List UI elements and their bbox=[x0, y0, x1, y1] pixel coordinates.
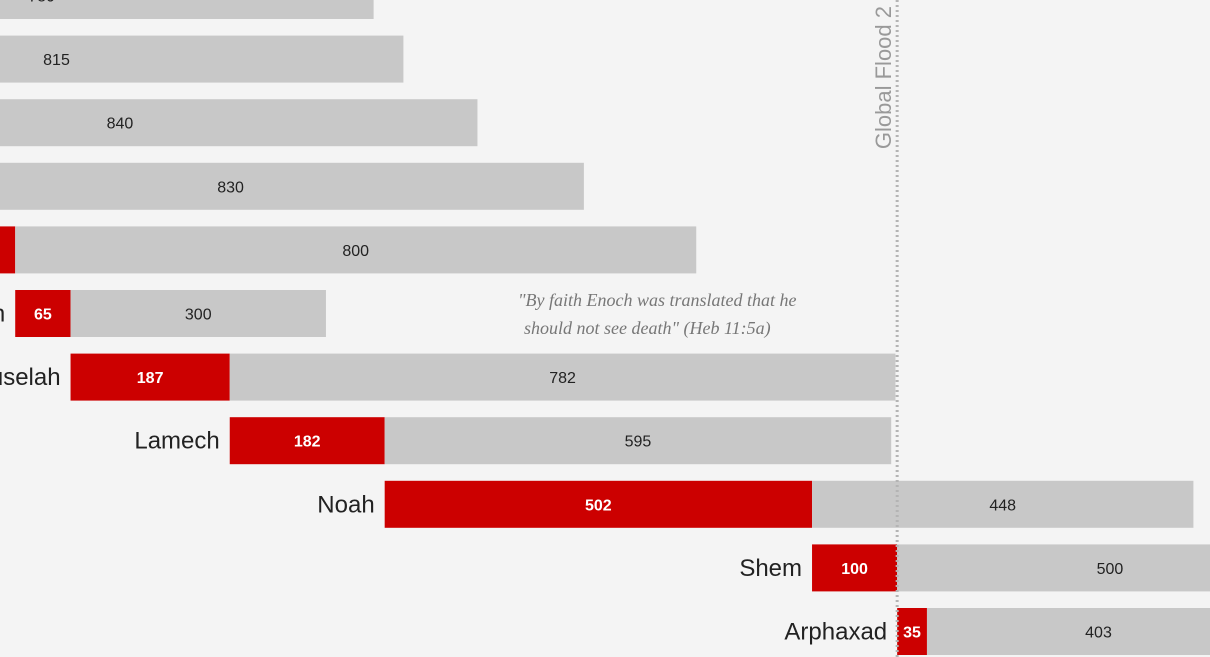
row-name-label: Enoch bbox=[0, 301, 5, 328]
before-child-label: 502 bbox=[585, 497, 612, 514]
after-child-label: 780 bbox=[28, 0, 55, 6]
after-child-label: 595 bbox=[625, 434, 652, 451]
after-child-label: 448 bbox=[989, 497, 1016, 514]
after-child-bar bbox=[926, 608, 1210, 655]
row-name-label: Methuselah bbox=[0, 364, 61, 391]
before-child-bar bbox=[229, 417, 385, 465]
before-child-bar bbox=[812, 544, 898, 592]
after-child-bar bbox=[0, 162, 584, 210]
row-name-label: Lamech bbox=[134, 428, 219, 455]
annotation-line-2: should not see death" (Heb 11:5a) bbox=[524, 318, 771, 339]
before-child-label: 65 bbox=[34, 307, 52, 324]
row-name-label: Noah bbox=[317, 491, 374, 518]
flood-marker-label: Global Flood 2 bbox=[871, 6, 896, 149]
after-child-label: 815 bbox=[43, 52, 70, 69]
after-child-bar bbox=[812, 480, 1194, 528]
after-child-bar bbox=[0, 0, 374, 19]
before-child-label: 100 bbox=[841, 561, 868, 578]
before-child-label: 187 bbox=[137, 370, 164, 387]
after-child-bar bbox=[0, 99, 478, 147]
after-child-label: 403 bbox=[1085, 625, 1112, 642]
enoch-annotation: "By faith Enoch was translated that he s… bbox=[518, 290, 797, 339]
after-child-label: 782 bbox=[549, 370, 576, 387]
before-child-bar bbox=[70, 353, 230, 401]
after-child-bar bbox=[0, 35, 404, 83]
row-name-label: Shem bbox=[739, 555, 802, 582]
flood-marker: Global Flood 2 bbox=[871, 0, 899, 657]
after-child-label: 800 bbox=[342, 243, 369, 260]
after-child-label: 830 bbox=[217, 179, 244, 196]
before-child-bar bbox=[0, 226, 16, 274]
after-child-bar bbox=[70, 290, 326, 337]
row-name-label: Arphaxad bbox=[784, 619, 887, 646]
before-child-label: 182 bbox=[294, 434, 321, 451]
before-child-label: 35 bbox=[903, 625, 921, 642]
after-child-bar bbox=[229, 353, 896, 401]
annotation-line-1: "By faith Enoch was translated that he bbox=[518, 290, 797, 310]
after-child-label: 300 bbox=[185, 307, 212, 324]
after-child-label: 840 bbox=[107, 116, 134, 133]
after-child-label: 500 bbox=[1097, 561, 1124, 578]
before-child-bar bbox=[15, 290, 71, 337]
after-child-bar bbox=[897, 544, 1210, 592]
after-child-bar bbox=[15, 226, 697, 274]
after-child-bar bbox=[384, 417, 892, 465]
before-child-bar bbox=[384, 480, 813, 528]
before-child-bar bbox=[897, 608, 927, 655]
